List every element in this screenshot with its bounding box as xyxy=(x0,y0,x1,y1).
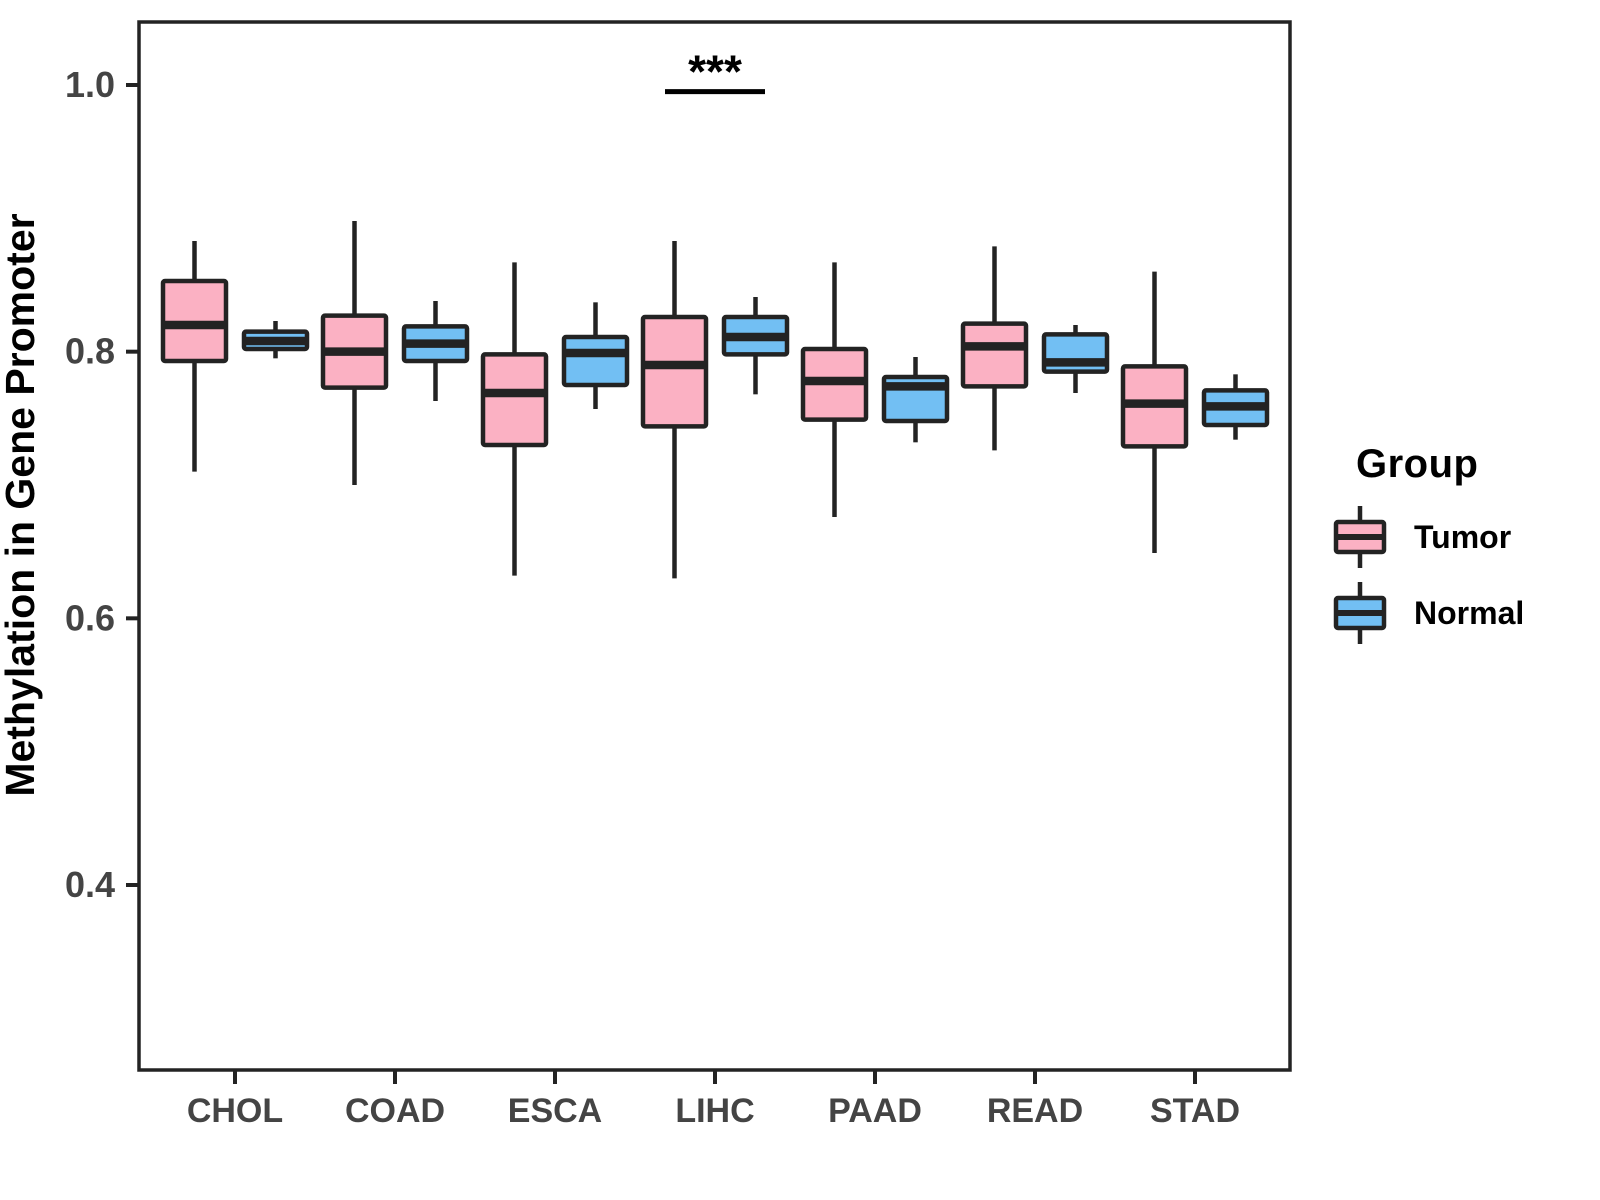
iqr-box xyxy=(640,314,709,429)
boxplot-STAD-Tumor xyxy=(1120,271,1189,554)
iqr-box xyxy=(480,352,549,448)
boxplot-LIHC-Normal xyxy=(721,297,790,395)
legend-entry-tumor: Tumor xyxy=(1330,503,1524,571)
boxplot-PAAD-Tumor xyxy=(800,262,869,518)
legend-label: Normal xyxy=(1414,594,1525,631)
legend-title: Group xyxy=(1356,442,1479,486)
y-tick-label: 1.0 xyxy=(65,64,115,105)
boxplot-READ-Normal xyxy=(1041,325,1110,394)
legend-boxplot-glyph xyxy=(1333,582,1387,644)
boxplot-STAD-Normal xyxy=(1201,374,1270,440)
legend-label: Tumor xyxy=(1414,518,1512,555)
panel-border xyxy=(137,20,1292,1072)
boxplot-COAD-Tumor xyxy=(320,221,389,486)
x-tick-label: LIHC xyxy=(675,1092,754,1130)
boxplot-READ-Tumor xyxy=(960,246,1029,451)
boxplot-ESCA-Tumor xyxy=(480,262,549,576)
legend: Group Tumor Normal xyxy=(1330,442,1524,655)
y-tick-label: 0.4 xyxy=(65,864,115,905)
boxplot-COAD-Normal xyxy=(401,301,470,402)
boxplot-CHOL-Tumor xyxy=(160,241,229,472)
boxplot-CHOL-Normal xyxy=(241,321,310,359)
legend-entry-normal: Normal xyxy=(1330,579,1524,647)
boxplot-ESCA-Normal xyxy=(561,302,630,410)
significance-stars: *** xyxy=(688,46,742,98)
y-tick-label: 0.8 xyxy=(65,331,115,372)
x-tick-label: STAD xyxy=(1150,1092,1240,1130)
x-tick-label: ESCA xyxy=(508,1092,602,1130)
boxplot-PAAD-Normal xyxy=(881,357,950,443)
legend-entries: Tumor Normal xyxy=(1330,503,1524,655)
boxplot-LIHC-Tumor xyxy=(640,241,709,579)
y-axis-title: Methylation in Gene Promoter xyxy=(0,213,43,796)
legend-boxplot-glyph xyxy=(1333,506,1387,568)
iqr-box xyxy=(960,321,1029,389)
y-tick-label: 0.6 xyxy=(65,597,115,638)
x-tick-label: CHOL xyxy=(187,1092,283,1130)
x-tick-label: COAD xyxy=(345,1092,445,1130)
x-tick-label: READ xyxy=(987,1092,1083,1130)
x-tick-label: PAAD xyxy=(828,1092,922,1130)
iqr-box xyxy=(561,334,630,388)
